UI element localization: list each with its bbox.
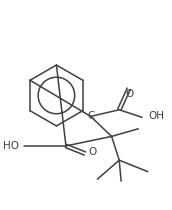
- Text: OH: OH: [149, 112, 165, 121]
- Text: HO: HO: [3, 141, 19, 151]
- Text: C: C: [87, 112, 94, 121]
- Text: O: O: [126, 89, 134, 98]
- Text: O: O: [89, 147, 97, 157]
